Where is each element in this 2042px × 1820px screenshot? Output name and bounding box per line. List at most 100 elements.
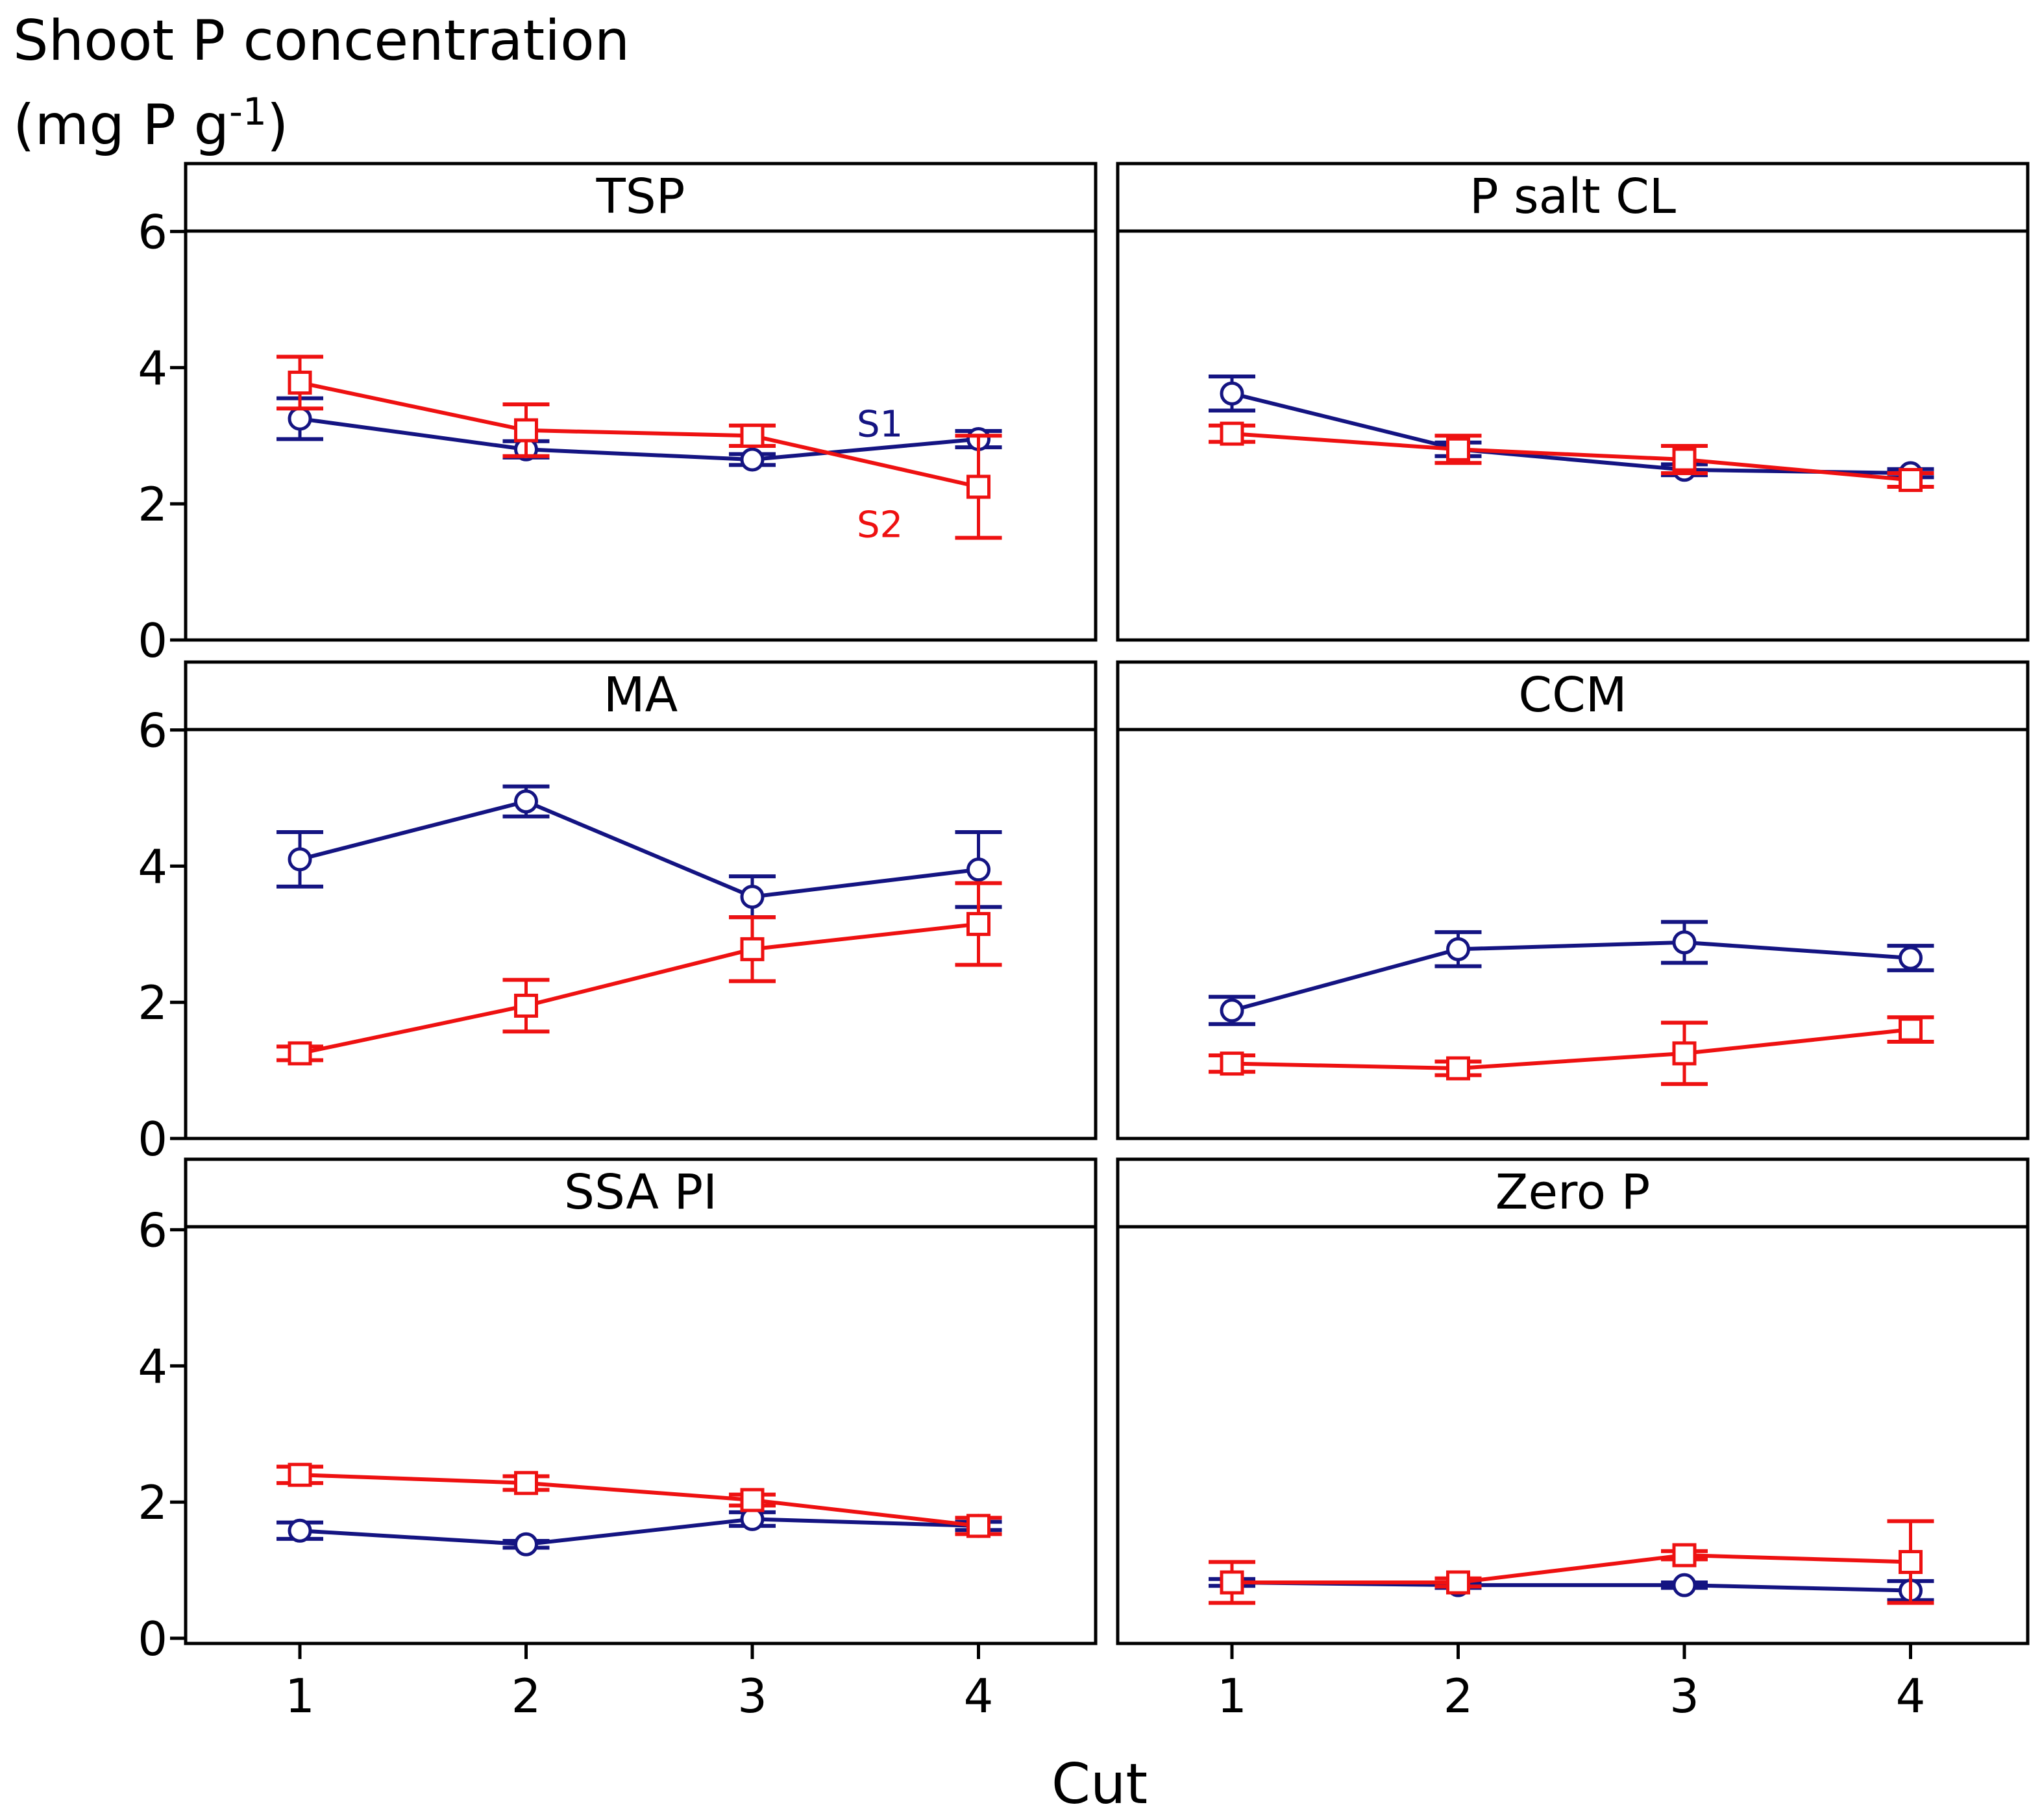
data-point bbox=[1220, 1051, 1244, 1076]
data-point bbox=[288, 1518, 312, 1543]
data-point bbox=[1672, 1573, 1697, 1597]
x-tick-label: 4 bbox=[1896, 1669, 1926, 1723]
y-axis-units: (mg P g-1) bbox=[13, 90, 288, 158]
series-s1 bbox=[277, 784, 1002, 920]
series-line bbox=[1232, 1553, 1911, 1584]
panels: TSP 0 2 4 6 S1 S2 P salt CL MA 0 2 4 6 CCM SSA PI 0 2 4 6 1… bbox=[138, 162, 2030, 1723]
y-tick-label: 0 bbox=[138, 613, 167, 668]
x-tick-label: 1 bbox=[1217, 1669, 1247, 1723]
y-tick-label: 6 bbox=[138, 1203, 167, 1258]
panel-p-salt-cl: P salt CL bbox=[1116, 162, 2030, 642]
panel-title: SSA PI bbox=[564, 1164, 717, 1220]
y-tick-label: 6 bbox=[138, 205, 167, 260]
y-axis-units-pre: (mg P g bbox=[13, 93, 229, 158]
series-line bbox=[299, 922, 979, 1055]
data-point bbox=[288, 370, 312, 395]
panel-zero-p: Zero P 1 2 3 4 bbox=[1116, 1157, 2030, 1723]
panel-ssa-pi: SSA PI 0 2 4 6 1 2 3 4 bbox=[138, 1157, 1098, 1723]
series-s2 bbox=[277, 881, 1002, 1066]
x-axis-title: Cut bbox=[1052, 1752, 1148, 1817]
x-tick-label: 2 bbox=[511, 1669, 541, 1723]
data-point bbox=[966, 857, 990, 882]
y-tick-label: 4 bbox=[138, 839, 167, 894]
panel-frame bbox=[1116, 1157, 2030, 1645]
data-point bbox=[1899, 946, 1923, 970]
data-point bbox=[740, 423, 765, 448]
series-line bbox=[299, 1517, 979, 1547]
panel-title: P salt CL bbox=[1470, 169, 1676, 225]
data-point bbox=[1446, 1056, 1470, 1081]
series-s1 bbox=[277, 1506, 1002, 1556]
x-tick-label: 1 bbox=[285, 1669, 315, 1723]
panel-frame bbox=[184, 660, 1098, 1140]
data-point bbox=[1672, 447, 1697, 472]
data-point bbox=[288, 406, 312, 431]
y-tick-label: 4 bbox=[138, 1339, 167, 1394]
data-point bbox=[966, 474, 990, 499]
data-point bbox=[514, 418, 538, 443]
series-line bbox=[1231, 1027, 1911, 1070]
data-point bbox=[1899, 1017, 1923, 1042]
data-point bbox=[1672, 930, 1697, 955]
data-point bbox=[288, 847, 312, 872]
data-point bbox=[1220, 1570, 1244, 1595]
series-s2 bbox=[277, 1462, 1002, 1538]
y-tick-label: 2 bbox=[138, 1475, 167, 1530]
y-tick-label: 2 bbox=[138, 477, 167, 532]
y-tick-label: 4 bbox=[138, 341, 167, 395]
panel-title: MA bbox=[604, 667, 678, 723]
panel-frame bbox=[184, 1157, 1098, 1645]
data-point bbox=[514, 789, 538, 814]
data-point bbox=[1446, 937, 1470, 961]
data-point bbox=[1446, 1570, 1470, 1595]
series-line bbox=[1231, 940, 1911, 1013]
series-line bbox=[299, 417, 979, 462]
panel-frame bbox=[1116, 660, 2030, 1140]
series-label-s2: S2 bbox=[857, 504, 903, 547]
data-point bbox=[514, 1532, 538, 1556]
data-point bbox=[740, 447, 765, 472]
panel-frame bbox=[1116, 162, 2030, 642]
data-point bbox=[1672, 1543, 1697, 1568]
series-s2 bbox=[1209, 1519, 1934, 1605]
y-axis-units-sup: -1 bbox=[229, 90, 267, 134]
x-tick-label: 3 bbox=[737, 1669, 767, 1723]
x-tick-label: 2 bbox=[1444, 1669, 1473, 1723]
series-line bbox=[299, 1473, 979, 1528]
data-point bbox=[1220, 381, 1244, 406]
y-axis-title: Shoot P concentration bbox=[13, 8, 630, 73]
data-point bbox=[1899, 467, 1923, 492]
y-tick-label: 6 bbox=[138, 704, 167, 758]
data-point bbox=[288, 1041, 312, 1066]
series-s2 bbox=[1209, 1015, 1934, 1087]
y-tick-label: 0 bbox=[138, 1612, 167, 1666]
data-point bbox=[1220, 998, 1244, 1023]
panel-ccm: CCM bbox=[1116, 660, 2030, 1140]
data-point bbox=[966, 1514, 990, 1538]
panel-title: TSP bbox=[596, 169, 685, 225]
data-point bbox=[514, 1471, 538, 1495]
data-point bbox=[966, 912, 990, 937]
y-tick-label: 2 bbox=[138, 976, 167, 1030]
data-point bbox=[740, 937, 765, 961]
data-point bbox=[1672, 1041, 1697, 1066]
panel-frame bbox=[184, 162, 1098, 642]
panel-title: Zero P bbox=[1495, 1164, 1650, 1220]
series-line bbox=[1231, 432, 1911, 482]
series-s2 bbox=[1209, 421, 1934, 492]
series-line bbox=[299, 380, 979, 489]
data-point bbox=[1220, 421, 1244, 446]
series-s1 bbox=[1209, 920, 1934, 1026]
x-tick-label: 3 bbox=[1669, 1669, 1699, 1723]
series-label-s1: S1 bbox=[857, 403, 903, 445]
series-s2 bbox=[277, 354, 1002, 540]
panel-title: CCM bbox=[1518, 667, 1627, 723]
data-point bbox=[740, 885, 765, 909]
data-point bbox=[1899, 1550, 1923, 1575]
panel-tsp: TSP 0 2 4 6 S1 S2 bbox=[138, 162, 1098, 668]
y-axis-units-post: ) bbox=[267, 93, 289, 158]
data-point bbox=[288, 1462, 312, 1487]
data-point bbox=[514, 993, 538, 1018]
data-point bbox=[740, 1488, 765, 1512]
